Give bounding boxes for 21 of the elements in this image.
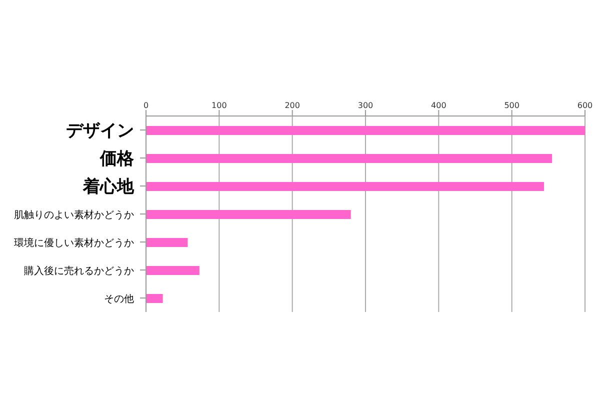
bar [146,182,544,191]
x-tick-label: 300 [358,101,374,110]
x-tick-label: 100 [212,101,227,110]
bar [146,126,585,135]
y-tick-label: 着心地 [82,177,135,197]
x-tick-label: 500 [504,101,520,110]
y-tick-label: 環境に優しい素材かどうか [14,237,134,249]
y-tick-label: 肌触りのよい素材かどうか [14,209,134,221]
bar [146,210,351,219]
y-tick-label: その他 [104,293,134,305]
x-tick-label: 600 [577,101,593,110]
bar [146,266,200,275]
x-tick-label: 400 [431,101,446,110]
bar [146,238,188,247]
bar [146,154,552,163]
x-tick-label: 200 [284,101,300,110]
y-tick-label: 価格 [99,149,135,169]
bar [146,294,163,303]
y-tick-label: 購入後に売れるかどうか [24,265,134,277]
x-tick-label: 0 [143,101,149,110]
y-tick-label: デザイン [66,121,134,141]
